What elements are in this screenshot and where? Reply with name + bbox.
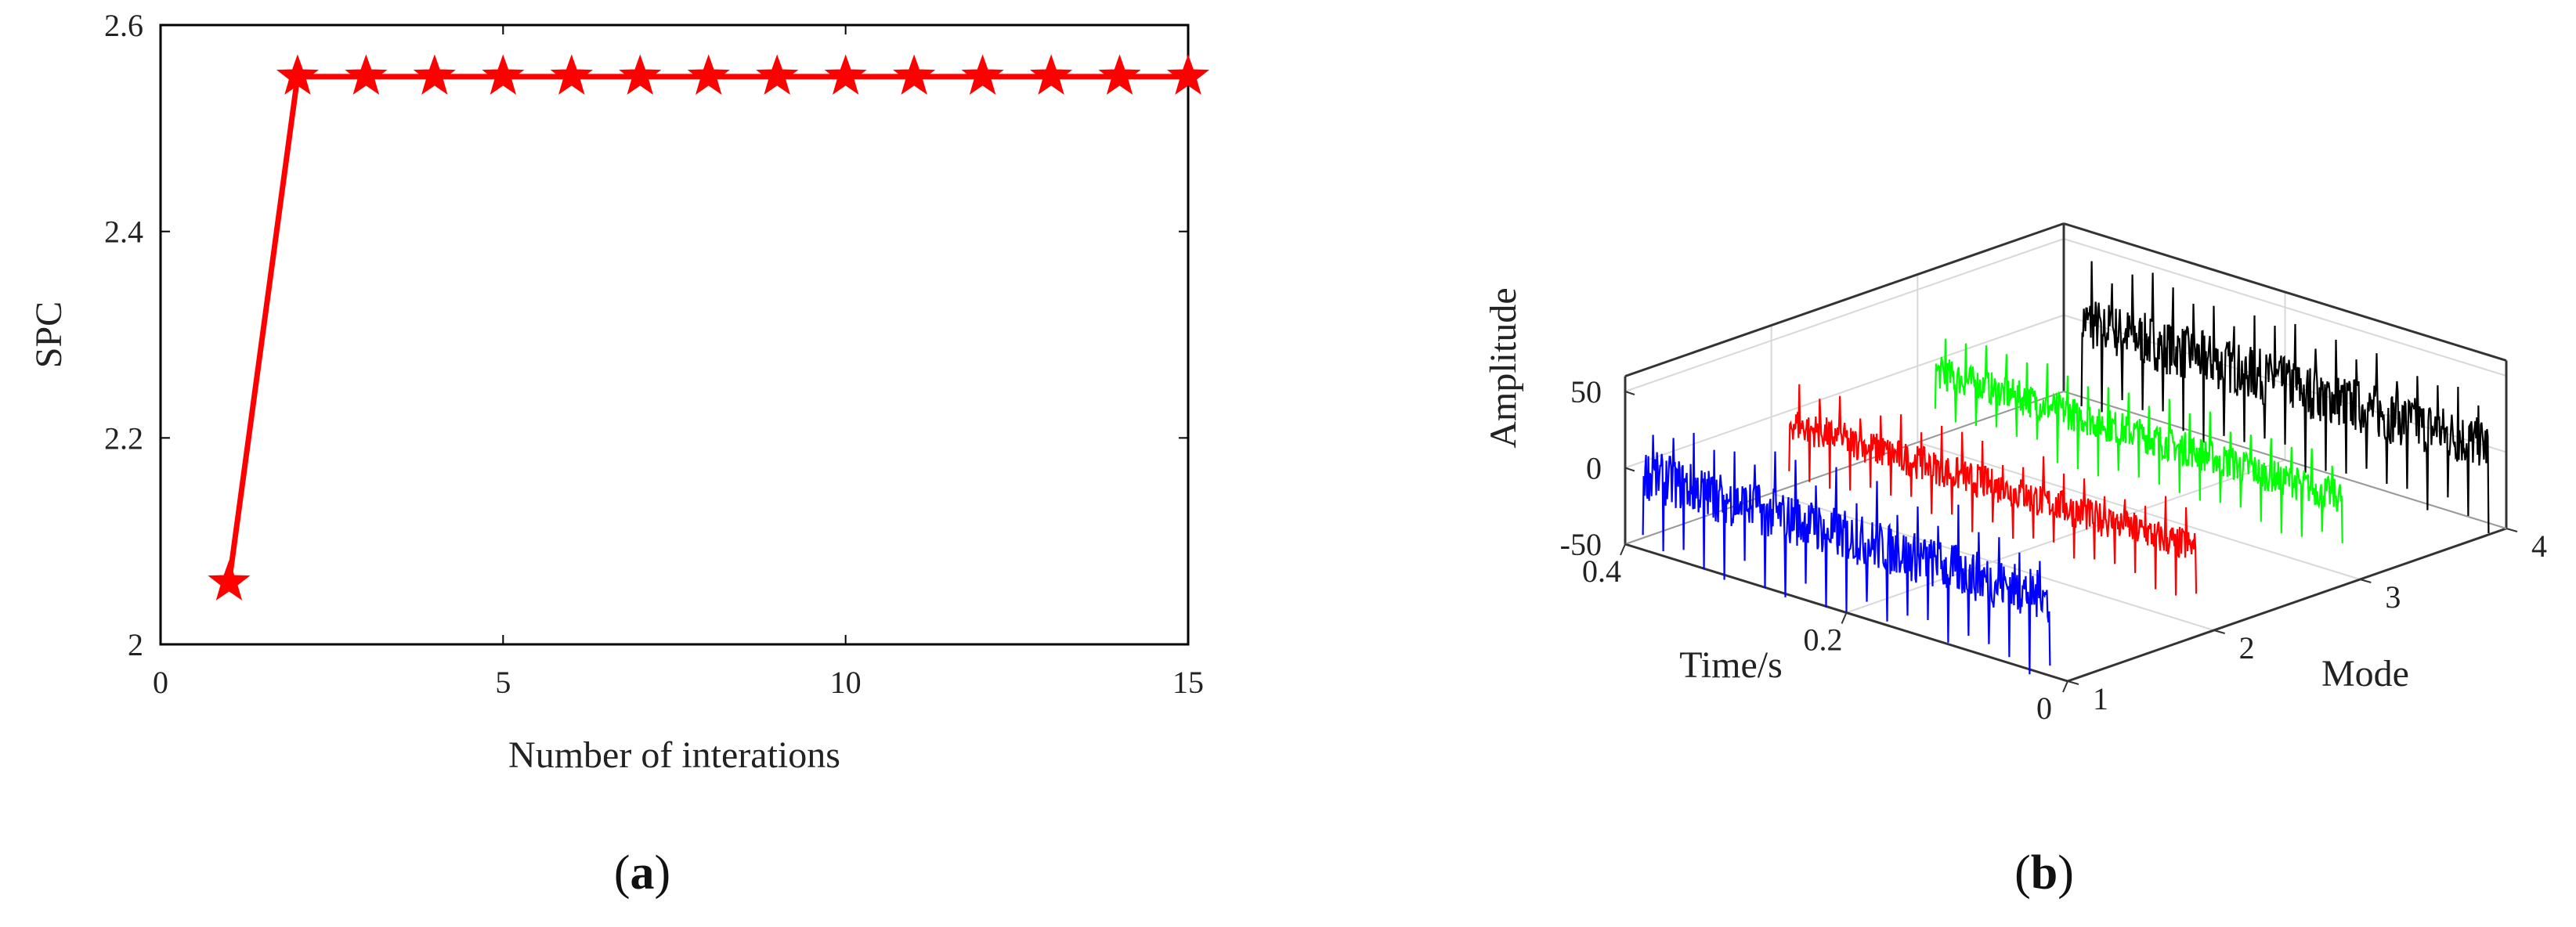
panel-b-x-axis-label: Time/s	[1679, 644, 1783, 686]
mode-2-signal	[1788, 384, 2198, 596]
spc-star-marker	[208, 560, 251, 601]
mode-tick-mark	[2213, 629, 2225, 634]
panel-b-y-axis-label: Mode	[2321, 653, 2409, 694]
spc-star-marker	[619, 54, 662, 96]
box-edge	[1624, 391, 2065, 545]
mode-tick-label: 4	[2531, 528, 2547, 564]
time-tick-label: 0.2	[1804, 622, 1843, 658]
grid-line	[1846, 459, 2285, 614]
spc-star-marker	[824, 54, 867, 96]
mode-1-signal	[1642, 432, 2051, 675]
panel-a-caption: (a)	[614, 846, 670, 900]
mode-tick-label: 3	[2385, 579, 2401, 615]
panel-a-series	[208, 54, 1210, 601]
spc-star-marker	[413, 54, 456, 96]
time-tick-mark	[1620, 543, 1626, 556]
panel-a-ticks: 0 5 10 15 2 2.2 2.4 2.6	[104, 8, 1204, 700]
mode-3-signal	[1934, 338, 2343, 543]
spc-series-line	[226, 74, 1188, 583]
panel-a-plot-frame	[159, 23, 1190, 646]
panel-b-z-axis-label: Amplitude	[1483, 287, 1524, 448]
panel-a-x-axis-label: Number of interations	[508, 734, 840, 776]
time-tick-mark	[1841, 612, 1848, 624]
spc-star-marker	[1098, 54, 1141, 96]
box-edge	[2067, 527, 2507, 683]
panel-b-chart: -50 0 50 0 0.2 0.4 1 2 3 4 Amplitude Time/s Mode	[1483, 222, 2547, 726]
z-tick-label: 0	[1586, 451, 1602, 486]
time-tick-mark	[2062, 680, 2068, 693]
mode-tick-mark	[2506, 528, 2518, 532]
mode-tick-mark	[2067, 680, 2079, 685]
spc-star-marker	[1029, 54, 1073, 96]
x-tick-label: 10	[830, 665, 862, 700]
mode-tick-mark	[2360, 579, 2372, 583]
y-tick-label: 2.4	[104, 215, 143, 250]
spc-star-marker	[550, 54, 593, 96]
y-tick-label: 2.6	[104, 8, 143, 43]
spc-star-marker	[276, 54, 320, 96]
z-tick-label: -50	[1560, 527, 1602, 562]
mode-tick-label: 2	[2239, 630, 2255, 665]
spc-star-marker	[961, 54, 1004, 96]
panel-b-series	[1642, 261, 2490, 675]
box-edge	[1624, 222, 2065, 377]
z-tick-mark	[1624, 543, 1635, 548]
x-tick-label: 5	[495, 665, 511, 700]
box-edge	[2063, 391, 2507, 529]
panel-a-y-axis-label: SPC	[28, 301, 70, 368]
grid-line	[1624, 314, 2065, 469]
panel-b-caption: (b)	[2014, 846, 2074, 900]
spc-star-marker	[893, 54, 936, 96]
x-tick-label: 15	[1172, 665, 1204, 700]
x-tick-label: 0	[153, 665, 168, 700]
spc-star-marker	[756, 54, 799, 96]
z-tick-mark	[1624, 391, 1635, 395]
panel-b-3d-box	[1624, 222, 2508, 683]
panel-a-caption-letter: a	[630, 846, 655, 900]
panel-b-ticks: -50 0 50 0 0.2 0.4 1 2 3 4	[1560, 374, 2547, 726]
y-tick-label: 2	[128, 627, 143, 662]
spc-star-marker	[345, 54, 388, 96]
panel-b-caption-letter: b	[2031, 846, 2058, 900]
time-tick-label: 0	[2036, 691, 2052, 726]
y-tick-label: 2.2	[104, 420, 143, 456]
mode-tick-label: 1	[2093, 681, 2108, 716]
z-tick-mark	[1624, 467, 1635, 472]
time-tick-label: 0.4	[1582, 554, 1621, 589]
grid-line	[1624, 238, 2065, 392]
z-tick-label: 50	[1570, 374, 1602, 409]
mode-4-signal	[2080, 261, 2490, 534]
spc-star-marker	[482, 54, 525, 96]
panel-a-chart: 0 5 10 15 2 2.2 2.4 2.6 Number of interations S…	[28, 8, 1210, 776]
spc-star-marker	[687, 54, 730, 96]
spc-star-marker	[1166, 54, 1210, 96]
box-edge	[2063, 222, 2507, 362]
